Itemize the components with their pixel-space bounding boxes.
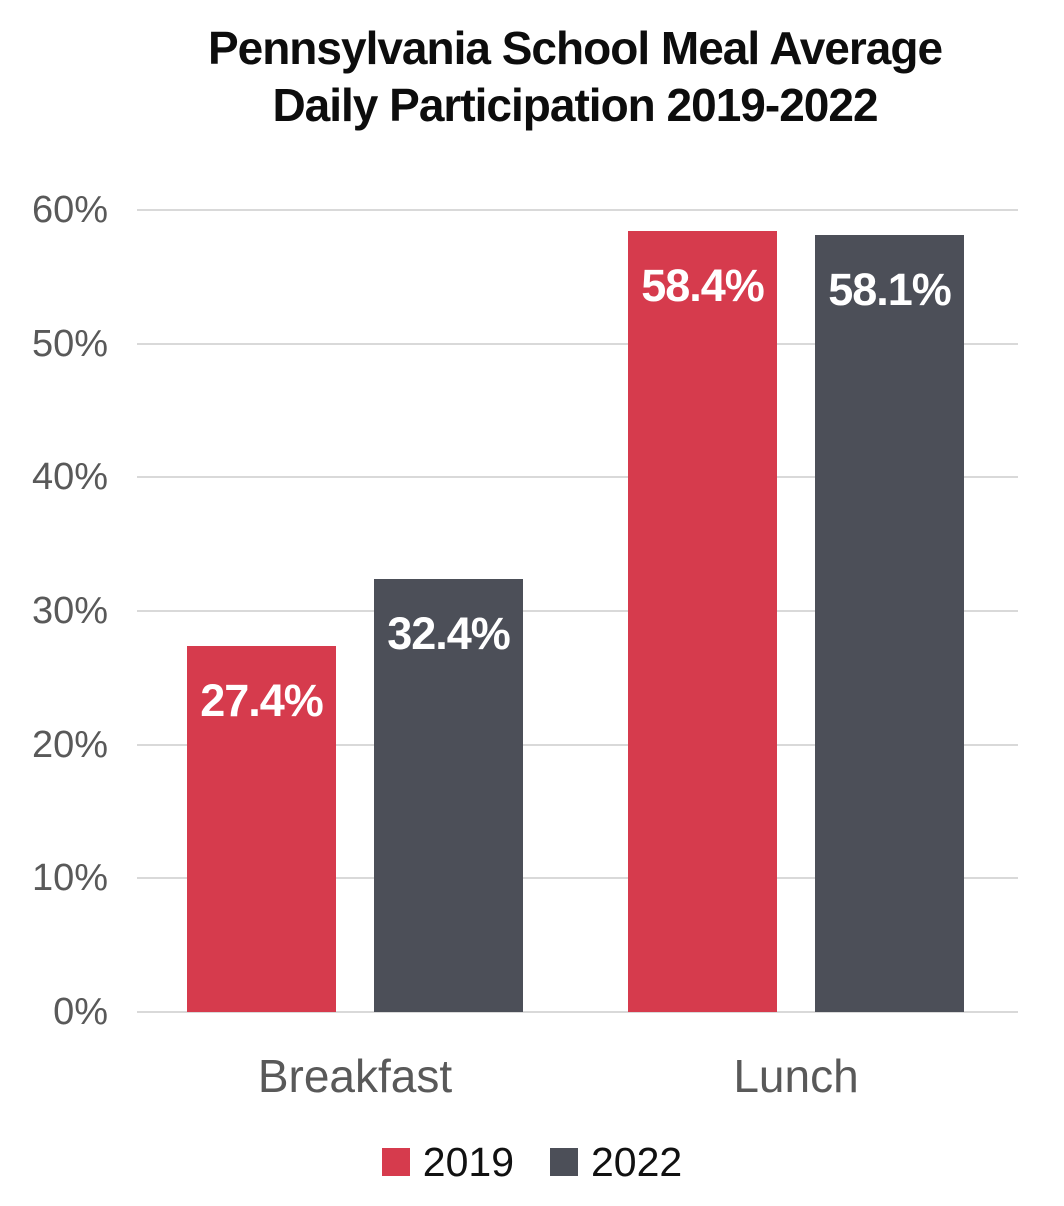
bar-value-label-lunch-2022: 58.1% xyxy=(828,264,952,316)
gridline-0% xyxy=(137,1011,1018,1013)
chart-title-line1: Pennsylvania School Meal Average xyxy=(207,22,943,74)
bar-value-label-breakfast-2019: 27.4% xyxy=(200,674,324,726)
bar-breakfast-2019 xyxy=(187,645,336,1012)
ytick-label-0%: 0% xyxy=(53,991,108,1033)
ytick-label-40%: 40% xyxy=(31,456,108,499)
bar-value-label-lunch-2019: 58.4% xyxy=(641,260,765,312)
legend-label-2019: 2019 xyxy=(422,1139,514,1185)
xcat-label-breakfast: Breakfast xyxy=(257,1050,453,1102)
legend: 2019 2022 xyxy=(0,1138,1064,1186)
xcat-label-lunch: Lunch xyxy=(733,1050,859,1102)
ytick-label-10%: 10% xyxy=(31,857,108,900)
gridline-50% xyxy=(137,342,1018,345)
ytick-label-20%: 20% xyxy=(31,723,108,766)
ytick-label-50%: 50% xyxy=(31,322,108,365)
gridline-10% xyxy=(137,877,1018,880)
bar-breakfast-2022 xyxy=(374,578,523,1012)
ytick-label-60%: 60% xyxy=(31,189,108,231)
ytick-label-30%: 30% xyxy=(31,590,108,632)
gridline-20% xyxy=(137,743,1018,746)
bar-lunch-2022 xyxy=(815,235,964,1012)
bar-lunch-2019 xyxy=(628,231,777,1012)
gridline-60% xyxy=(137,209,1018,211)
chart-title-line2: Daily Participation 2019-2022 xyxy=(272,79,878,131)
legend-swatch-2019 xyxy=(381,1148,410,1176)
chart-title: Pennsylvania School Meal Average Daily P… xyxy=(88,20,1062,134)
legend-swatch-2022 xyxy=(550,1148,578,1176)
gridline-40% xyxy=(137,476,1018,479)
legend-label-2022: 2022 xyxy=(591,1139,683,1185)
legend-entry-2022: 2022 xyxy=(550,1138,682,1186)
legend-entry-2019: 2019 xyxy=(381,1138,514,1186)
bar-value-label-breakfast-2022: 32.4% xyxy=(387,607,511,659)
gridline-30% xyxy=(137,610,1018,612)
